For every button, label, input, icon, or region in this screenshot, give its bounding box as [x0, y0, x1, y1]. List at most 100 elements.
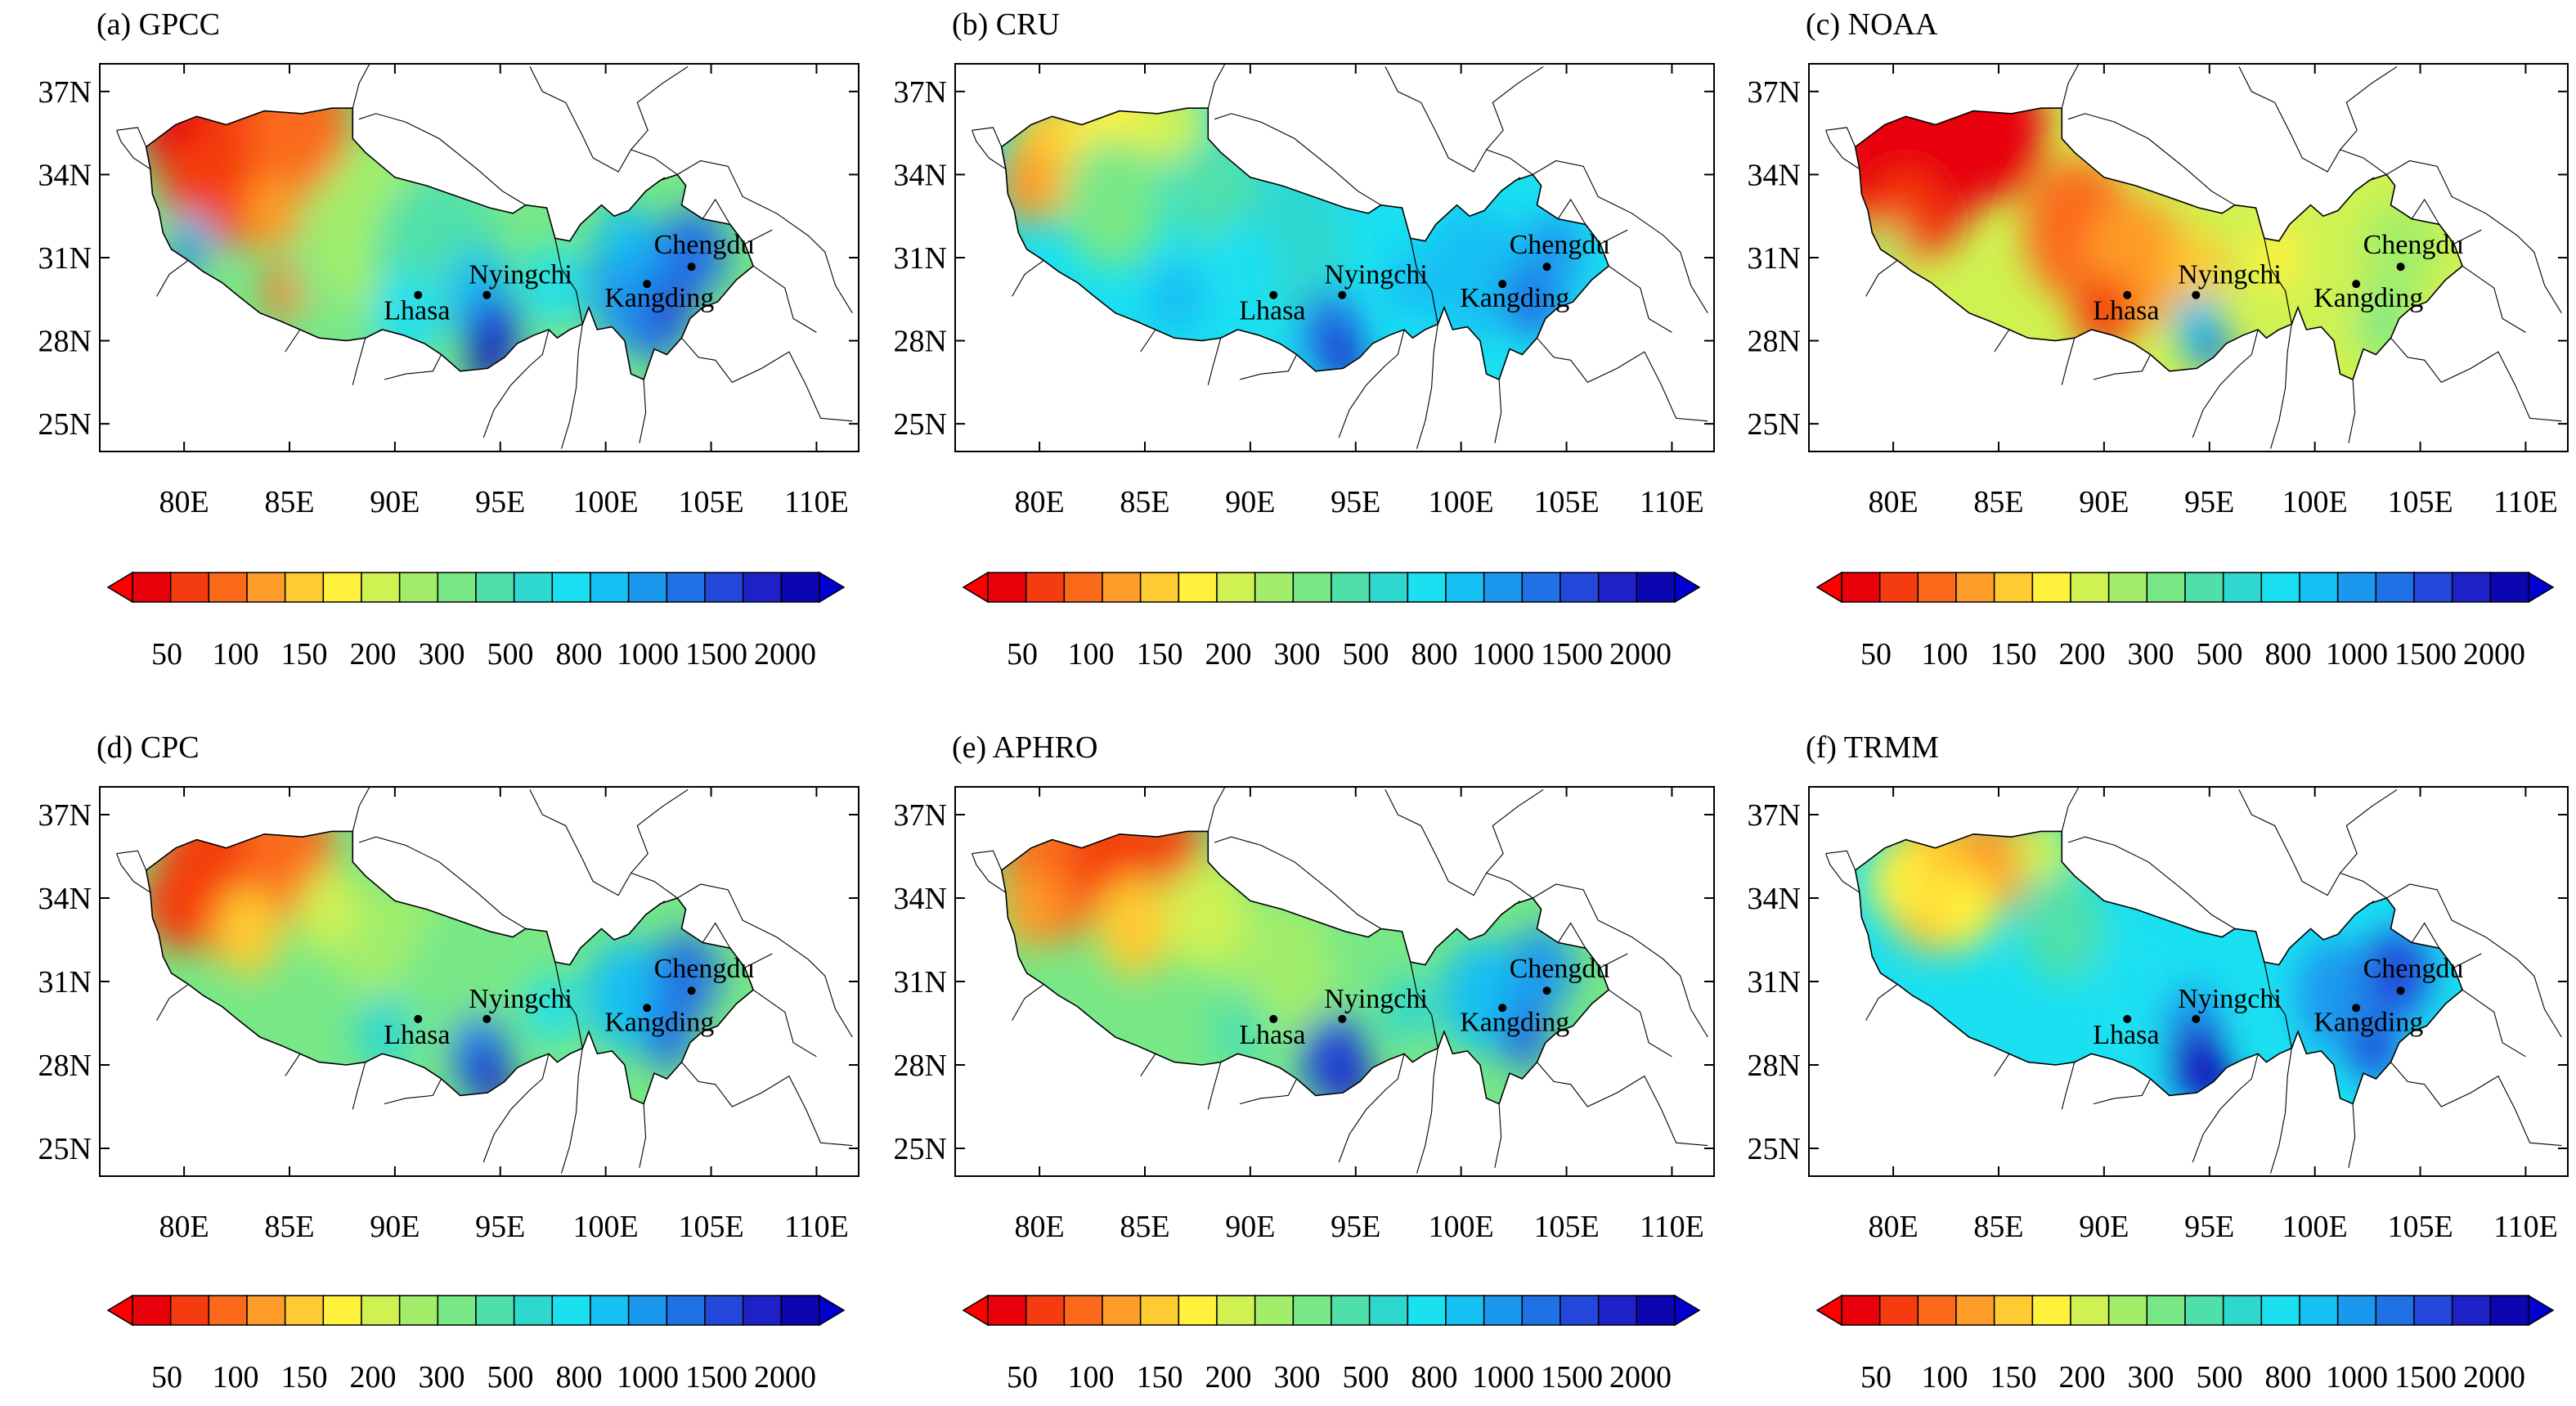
- lon-tick-label: 90E: [370, 1210, 420, 1244]
- panel-title: (c) NOAA: [1806, 7, 1938, 42]
- boundary-line: [631, 149, 678, 175]
- colorbar-swatch: [666, 572, 706, 603]
- colorbar-swatch: [1483, 1295, 1524, 1326]
- boundary-line: [1537, 1062, 1708, 1147]
- colorbar-swatch: [551, 1295, 591, 1326]
- colorbar-swatch: [2375, 572, 2415, 603]
- colorbar: 50 100 150 200 300 500 800 1000 1500 2000: [962, 1294, 1701, 1395]
- boundary-line: [2390, 337, 2562, 422]
- boundary-line: [2269, 1048, 2292, 1174]
- boundary-line: [116, 850, 147, 871]
- field-blob: [652, 280, 694, 335]
- lon-tick-label: 105E: [1533, 1210, 1599, 1244]
- colorbar-swatch: [1841, 1295, 1881, 1326]
- lat-tick-label: 34N: [38, 882, 92, 916]
- colorbar-swatch: [208, 1295, 248, 1326]
- colorbar-label: 800: [1411, 1360, 1458, 1395]
- city-marker: [2192, 290, 2201, 299]
- lon-tick-label: 85E: [1973, 485, 2023, 519]
- colorbar-swatch: [1254, 1295, 1295, 1326]
- field-blob: [1524, 213, 1584, 291]
- colorbar-swatch: [1063, 572, 1103, 603]
- lon-tick-label: 80E: [1869, 1210, 1919, 1244]
- colorbar-swatch: [1521, 572, 1561, 603]
- lat-tick-label: 34N: [1748, 882, 1801, 916]
- colorbar-low-arrow: [1815, 571, 1842, 604]
- city-label: Nyingchi: [2178, 260, 2282, 290]
- lon-tick-label: 95E: [2184, 1210, 2234, 1244]
- city-marker: [2192, 1014, 2201, 1023]
- colorbar-swatch: [627, 1295, 668, 1326]
- boundary-line: [358, 836, 526, 929]
- colorbar-swatch: [1331, 1295, 1371, 1326]
- lat-tick-label: 37N: [1748, 75, 1801, 110]
- region-outline: [145, 830, 755, 1105]
- colorbar-swatch: [2184, 572, 2224, 603]
- boundary-line: [2386, 159, 2562, 313]
- boundary-line: [744, 229, 773, 245]
- panel-title: (a) GPCC: [96, 7, 220, 42]
- lon-tick-label: 100E: [1429, 485, 1494, 519]
- colorbar-label: 2000: [1609, 637, 1672, 672]
- boundary-line: [1600, 229, 1628, 245]
- lon-tick-label: 110E: [784, 1210, 849, 1244]
- lon-tick-label: 110E: [1640, 485, 1704, 519]
- boundary-line: [529, 65, 689, 173]
- boundary-line: [352, 63, 370, 109]
- colorbar-swatch: [1063, 1295, 1103, 1326]
- field-blob: [1499, 1004, 1550, 1071]
- boundary-line: [1533, 159, 1708, 313]
- lat-tick-label: 31N: [38, 241, 92, 276]
- lon-tick-label: 80E: [159, 1210, 209, 1244]
- boundary-line: [1608, 265, 1672, 333]
- colorbar-swatch: [1597, 1295, 1638, 1326]
- boundary-line: [482, 329, 550, 438]
- colorbar-high-arrow: [2528, 1294, 2555, 1327]
- boundary-line: [384, 1078, 442, 1105]
- colorbar-swatch: [1917, 572, 1957, 603]
- colorbar-label: 800: [2265, 1360, 2312, 1395]
- colorbar-label: 50: [1860, 1360, 1892, 1395]
- boundary-line: [2462, 989, 2526, 1058]
- colorbar-swatch: [169, 572, 210, 603]
- colorbar-label: 100: [213, 1360, 259, 1395]
- lon-tick-label: 100E: [2282, 1210, 2348, 1244]
- lon-tick-label: 110E: [2493, 485, 2558, 519]
- boundary-line: [1494, 379, 1502, 443]
- colorbar-swatch: [2031, 1295, 2071, 1326]
- field-blob: [163, 136, 240, 236]
- city-marker: [482, 290, 491, 299]
- region-outline: [1854, 107, 2464, 381]
- colorbar-label: 1000: [2326, 637, 2388, 672]
- city-marker: [643, 1004, 652, 1013]
- province-border: [554, 962, 583, 1049]
- lon-tick-label: 85E: [264, 485, 314, 519]
- boundary-line: [2354, 177, 2375, 192]
- lon-tick-label: 110E: [1640, 1210, 1704, 1244]
- boundary-line: [285, 1053, 301, 1076]
- lat-tick-label: 25N: [38, 1132, 92, 1166]
- field-blob: [1330, 1053, 1373, 1104]
- field-blob: [1935, 108, 2045, 203]
- boundary-line: [156, 983, 189, 1021]
- panel-title: (e) APHRO: [952, 730, 1097, 765]
- precipitation-field: [1001, 108, 1609, 380]
- colorbar-label: 1500: [2394, 637, 2457, 672]
- lat-tick-label: 34N: [38, 158, 92, 192]
- field-blob: [652, 931, 720, 1021]
- lon-tick-label: 80E: [1015, 485, 1065, 519]
- colorbar-swatch: [1993, 572, 2034, 603]
- region-outline: [145, 107, 755, 381]
- boundary-line: [1207, 338, 1222, 385]
- colorbar-label: 150: [1990, 637, 2037, 672]
- colorbar-label: 300: [2128, 637, 2174, 672]
- boundary-line: [2453, 229, 2482, 245]
- colorbar-swatch: [2146, 1295, 2186, 1326]
- colorbar-swatch: [2222, 1295, 2263, 1326]
- colorbar-swatch: [1955, 1295, 1995, 1326]
- colorbar: 50 100 150 200 300 500 800 1000 1500 2000: [962, 571, 1701, 672]
- field-blob: [354, 992, 415, 1071]
- boundary-line: [1416, 1048, 1438, 1174]
